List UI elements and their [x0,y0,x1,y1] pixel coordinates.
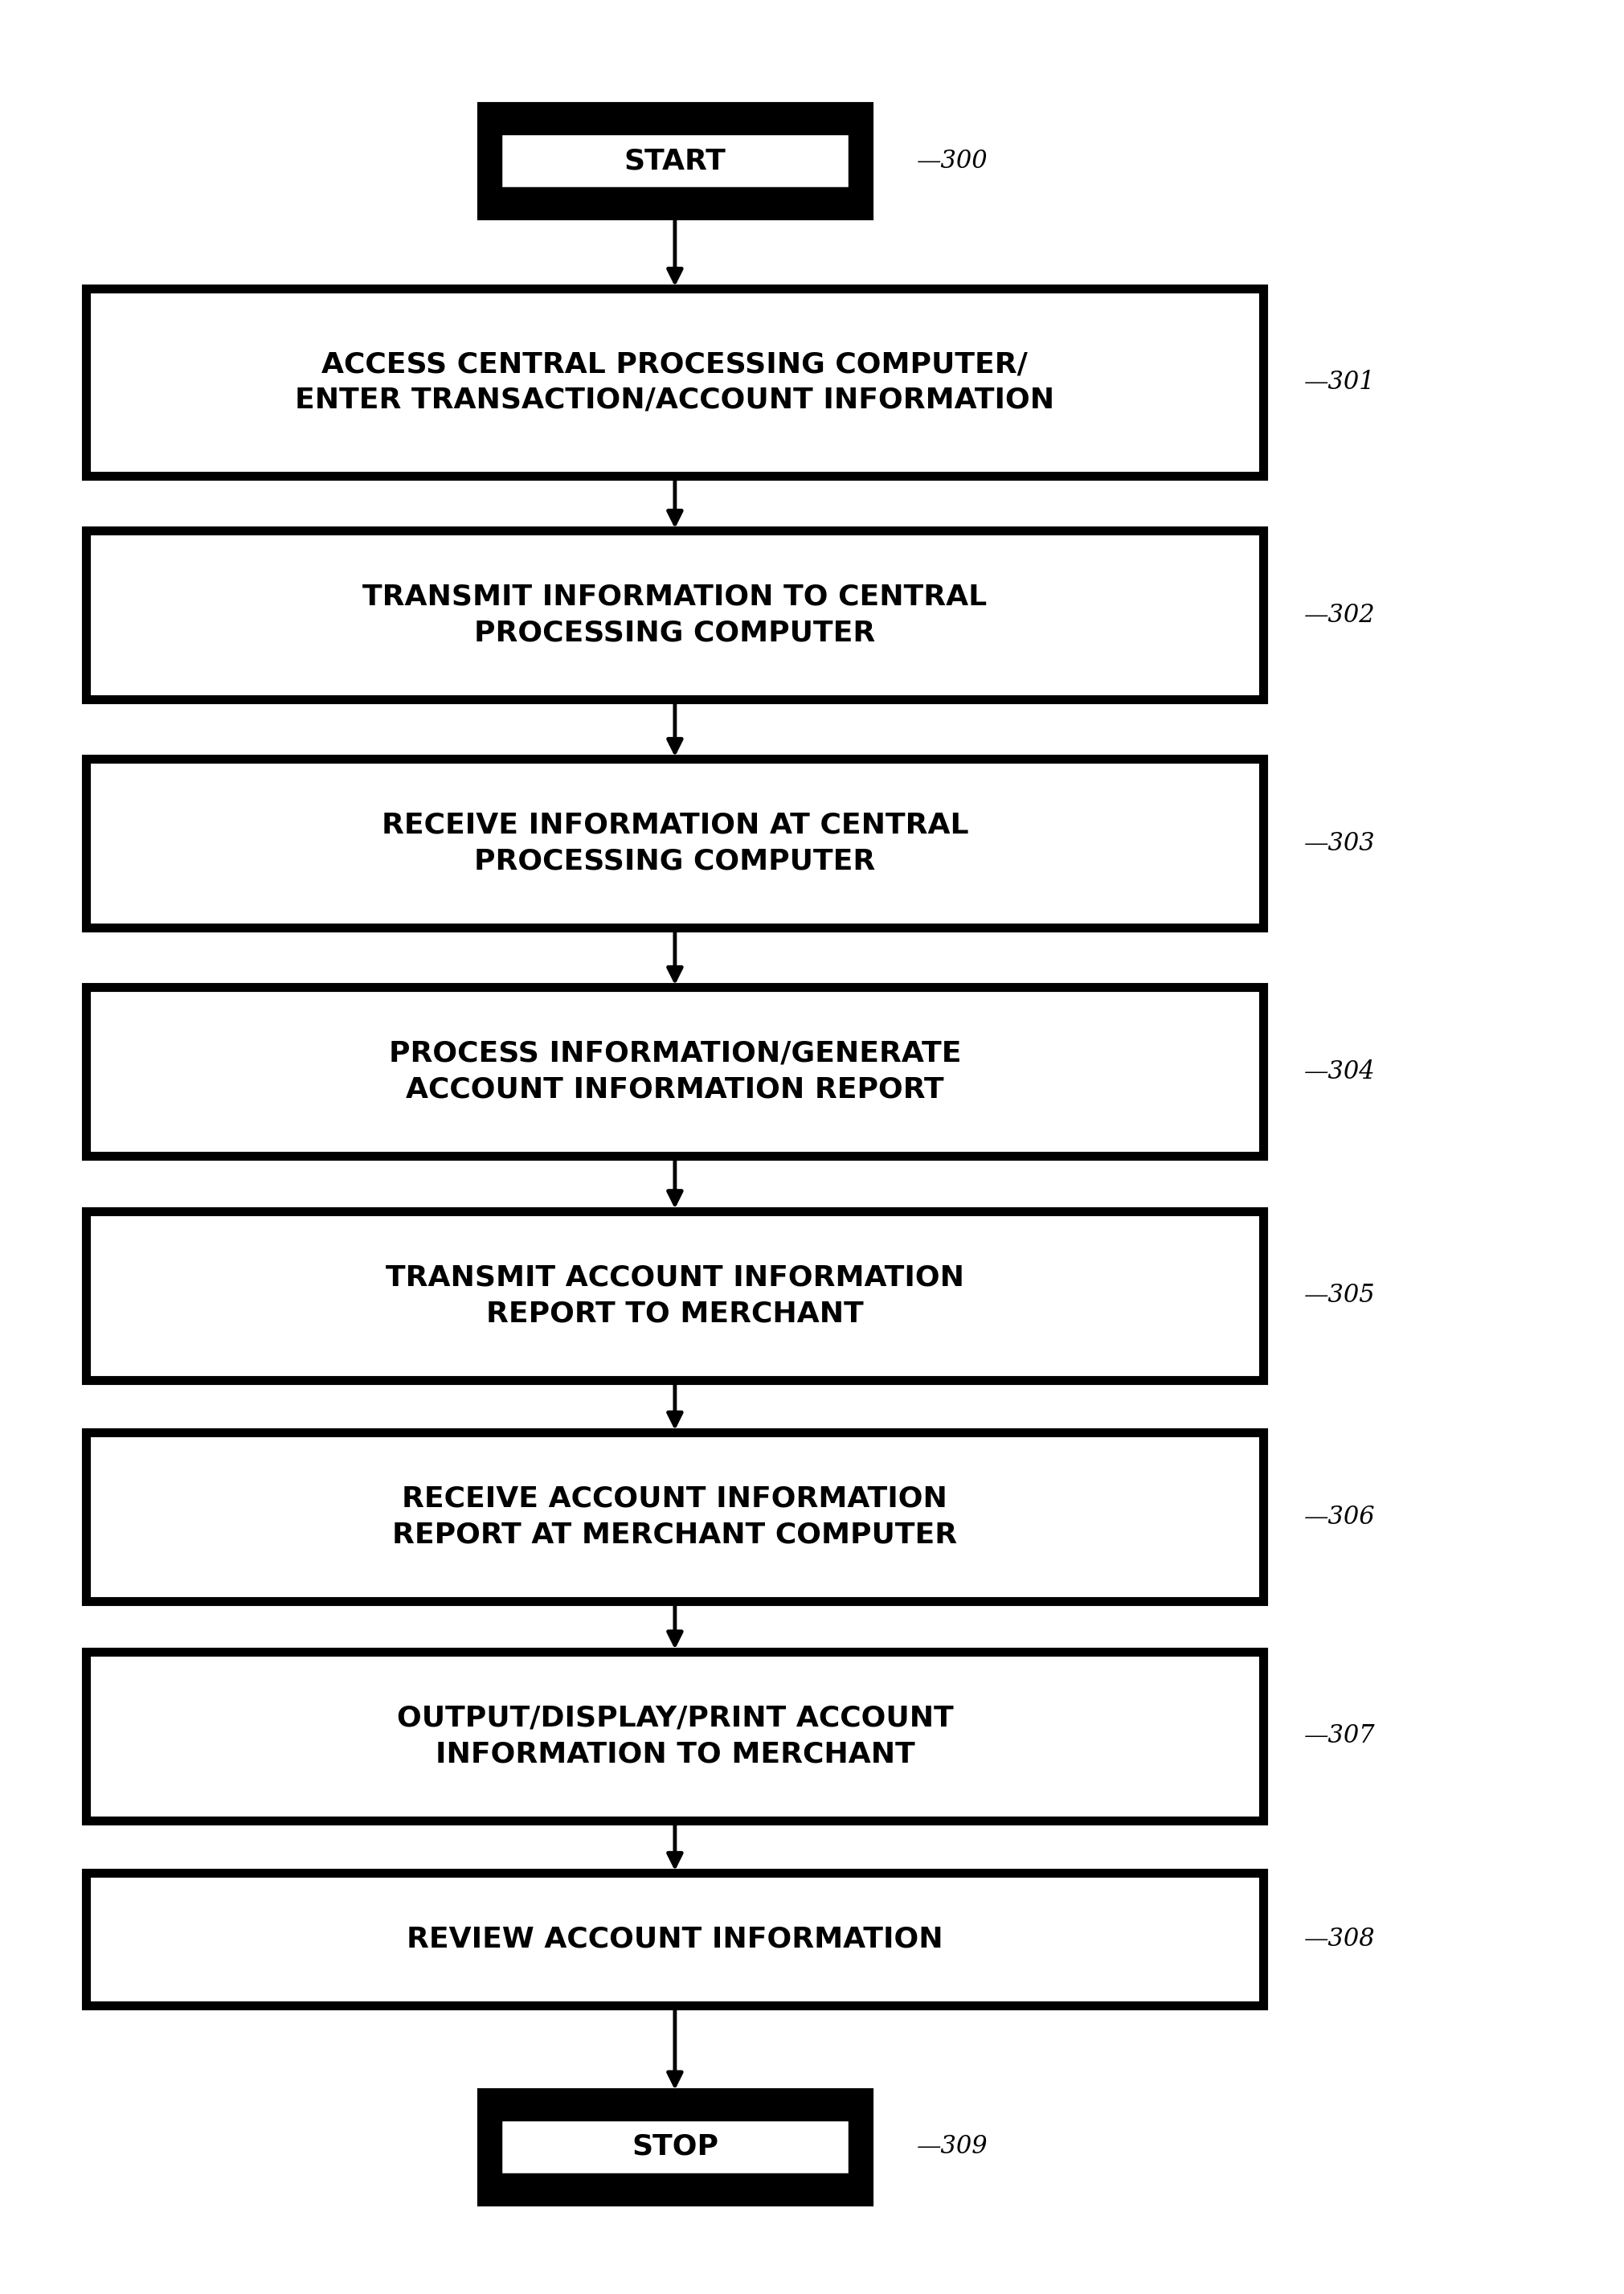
Bar [86,1872,1263,2005]
Text: —304: —304 [1304,1060,1376,1085]
Text: —308: —308 [1304,1927,1376,1952]
Bar [86,1431,1263,1601]
Text: —306: —306 [1304,1505,1376,1530]
Text: —309: —309 [918,2133,987,2159]
Text: —301: —301 [1304,369,1376,395]
Bar [86,530,1263,700]
Text: —305: —305 [1304,1282,1376,1308]
Text: —300: —300 [918,149,987,174]
Text: START: START [624,147,726,174]
Text: RECEIVE ACCOUNT INFORMATION
REPORT AT MERCHANT COMPUTER: RECEIVE ACCOUNT INFORMATION REPORT AT ME… [393,1484,958,1548]
Bar [86,1211,1263,1381]
Bar [500,133,849,188]
Text: —302: —302 [1304,603,1376,629]
Text: TRANSMIT ACCOUNT INFORMATION
REPORT TO MERCHANT: TRANSMIT ACCOUNT INFORMATION REPORT TO M… [385,1264,965,1326]
Bar [86,759,1263,927]
Text: REVIEW ACCOUNT INFORMATION: REVIEW ACCOUNT INFORMATION [406,1925,944,1952]
Bar [86,986,1263,1156]
Bar [86,1652,1263,1821]
Bar [86,289,1263,475]
Bar [481,106,869,216]
Text: OUTPUT/DISPLAY/PRINT ACCOUNT
INFORMATION TO MERCHANT: OUTPUT/DISPLAY/PRINT ACCOUNT INFORMATION… [396,1704,953,1769]
Text: ACCESS CENTRAL PROCESSING COMPUTER/
ENTER TRANSACTION/ACCOUNT INFORMATION: ACCESS CENTRAL PROCESSING COMPUTER/ ENTE… [296,351,1054,413]
Bar [500,2120,849,2175]
Bar [481,2092,869,2202]
Text: PROCESS INFORMATION/GENERATE
ACCOUNT INFORMATION REPORT: PROCESS INFORMATION/GENERATE ACCOUNT INF… [388,1039,961,1103]
Text: STOP: STOP [632,2133,718,2161]
Text: —303: —303 [1304,830,1376,856]
Text: —307: —307 [1304,1723,1376,1748]
Text: TRANSMIT INFORMATION TO CENTRAL
PROCESSING COMPUTER: TRANSMIT INFORMATION TO CENTRAL PROCESSI… [362,583,987,647]
Text: RECEIVE INFORMATION AT CENTRAL
PROCESSING COMPUTER: RECEIVE INFORMATION AT CENTRAL PROCESSIN… [382,812,968,874]
